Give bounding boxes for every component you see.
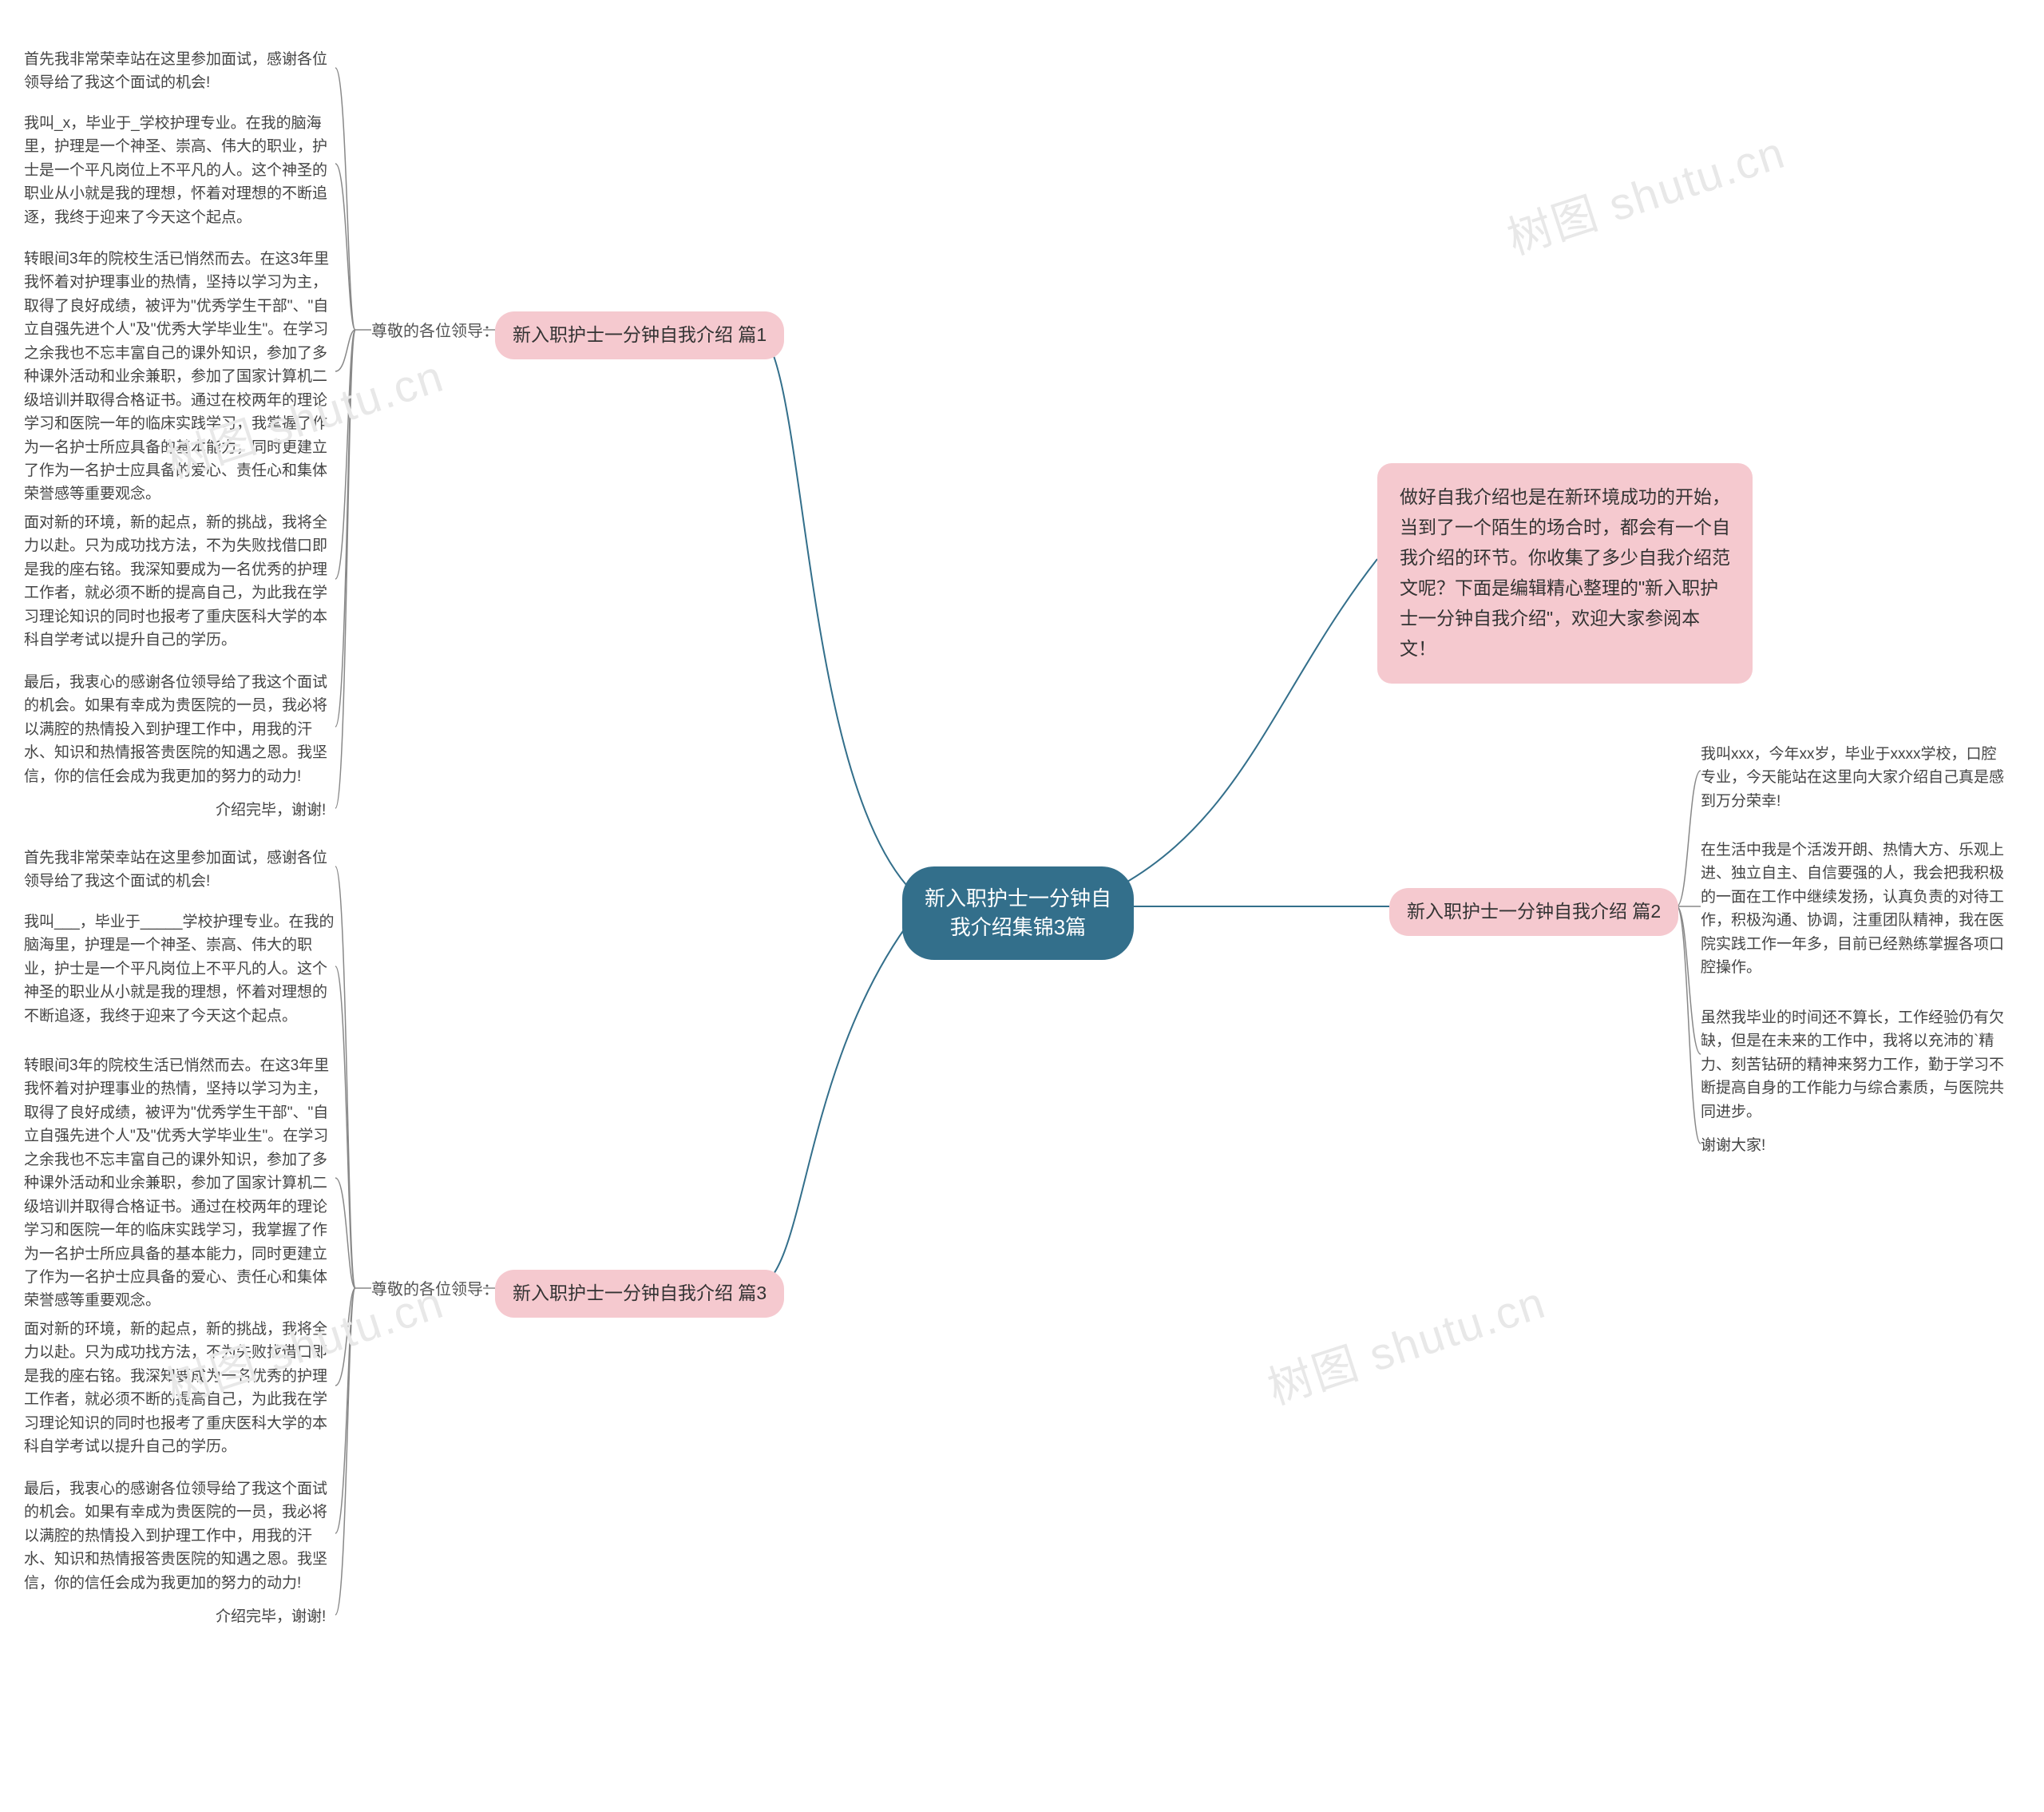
section-node: 新入职护士一分钟自我介绍 篇2 <box>1389 888 1678 936</box>
leaf-node: 首先我非常荣幸站在这里参加面试，感谢各位领导给了我这个面试的机会! <box>24 847 335 894</box>
section-sublabel: 尊敬的各位领导： <box>371 1278 499 1302</box>
section-node: 新入职护士一分钟自我介绍 篇1 <box>495 311 784 359</box>
leaf-node: 介绍完毕，谢谢! <box>216 1605 326 1628</box>
leaf-node: 面对新的环境，新的起点，新的挑战，我将全力以赴。只为成功找方法，不为失败找借口即… <box>24 1318 335 1459</box>
watermark: 树图 shutu.cn <box>1498 117 1792 268</box>
leaf-node: 谢谢大家! <box>1701 1134 1765 1157</box>
leaf-node: 面对新的环境，新的起点，新的挑战，我将全力以赴。只为成功找方法，不为失败找借口即… <box>24 511 335 652</box>
leaf-node: 转眼间3年的院校生活已悄然而去。在这3年里我怀着对护理事业的热情，坚持以学习为主… <box>24 1054 335 1313</box>
leaf-node: 我叫_x，毕业于_学校护理专业。在我的脑海里，护理是一个神圣、崇高、伟大的职业，… <box>24 112 335 229</box>
leaf-node: 最后，我衷心的感谢各位领导给了我这个面试的机会。如果有幸成为贵医院的一员，我必将… <box>24 671 335 788</box>
leaf-node: 在生活中我是个活泼开朗、热情大方、乐观上进、独立自主、自信要强的人，我会把我积极… <box>1701 839 2004 980</box>
leaf-node: 我叫xxx，今年xx岁，毕业于xxxx学校，口腔专业，今天能站在这里向大家介绍自… <box>1701 743 2004 813</box>
watermark: 树图 shutu.cn <box>1258 1267 1553 1417</box>
center-node: 新入职护士一分钟自我介绍集锦3篇 <box>902 866 1134 960</box>
section-node: 新入职护士一分钟自我介绍 篇3 <box>495 1270 784 1318</box>
section-sublabel: 尊敬的各位领导： <box>371 319 499 344</box>
intro-node: 做好自我介绍也是在新环境成功的开始，当到了一个陌生的场合时，都会有一个自我介绍的… <box>1377 463 1753 684</box>
leaf-node: 最后，我衷心的感谢各位领导给了我这个面试的机会。如果有幸成为贵医院的一员，我必将… <box>24 1477 335 1595</box>
leaf-node: 转眼间3年的院校生活已悄然而去。在这3年里我怀着对护理事业的热情，坚持以学习为主… <box>24 248 335 506</box>
leaf-node: 首先我非常荣幸站在这里参加面试，感谢各位领导给了我这个面试的机会! <box>24 48 335 95</box>
leaf-node: 虽然我毕业的时间还不算长，工作经验仍有欠缺，但是在未来的工作中，我将以充沛的`精… <box>1701 1006 2004 1124</box>
leaf-node: 介绍完毕，谢谢! <box>216 799 326 822</box>
leaf-node: 我叫___，毕业于_____学校护理专业。在我的脑海里，护理是一个神圣、崇高、伟… <box>24 910 335 1028</box>
